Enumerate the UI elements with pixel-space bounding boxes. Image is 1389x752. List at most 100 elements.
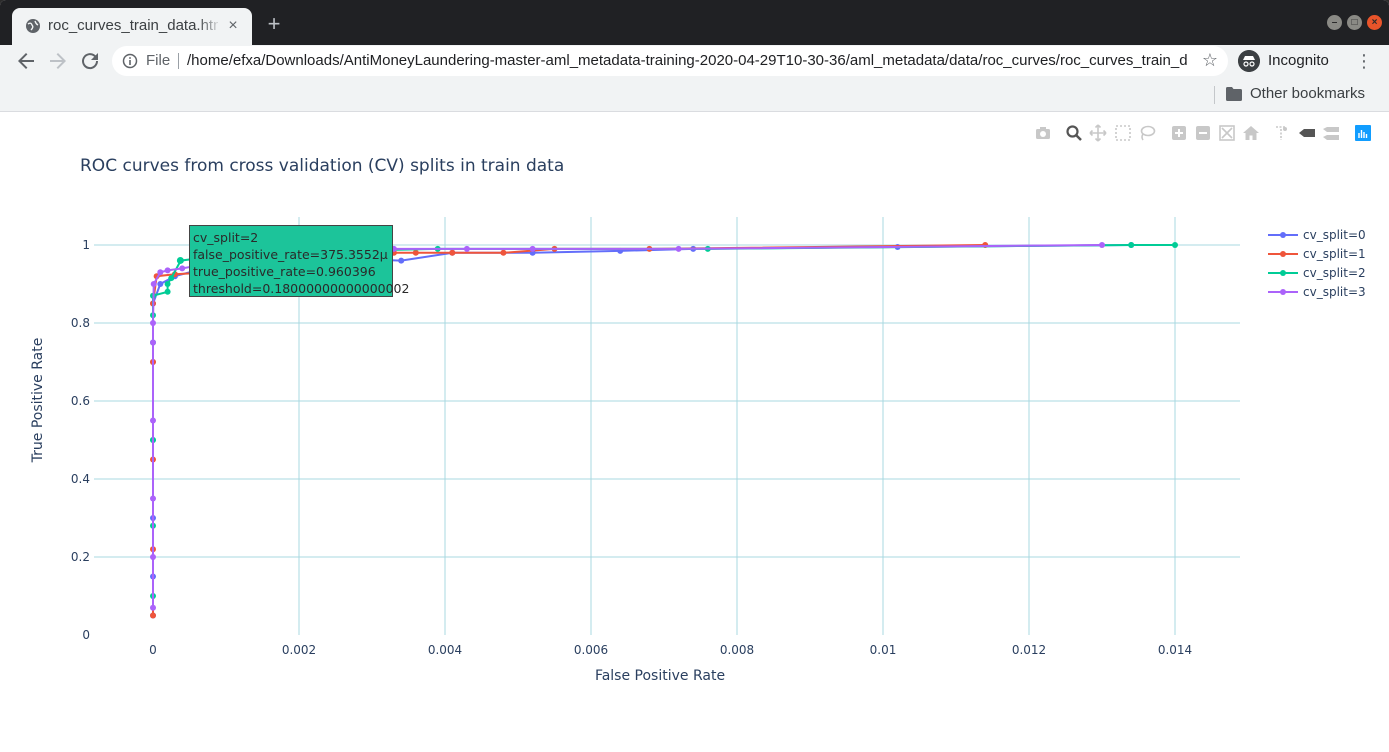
legend-swatch-marker (1280, 251, 1286, 257)
data-point (1128, 242, 1135, 248)
data-point (398, 257, 405, 264)
plotly-logo-icon[interactable] (1354, 124, 1372, 142)
page-content: ROC curves from cross validation (CV) sp… (0, 112, 1389, 752)
incognito-label: Incognito (1268, 52, 1329, 69)
forward-arrow-icon[interactable] (46, 49, 70, 73)
series-line-1 (152, 244, 986, 616)
url-text[interactable]: /home/efxa/Downloads/AntiMoneyLaundering… (187, 52, 1187, 69)
incognito-icon (1238, 50, 1260, 72)
pan-icon[interactable] (1089, 124, 1107, 142)
tooltip-threshold: threshold=0.18000000000000002 (193, 281, 410, 296)
data-point (157, 281, 164, 287)
y-tick-label: 0 (82, 628, 90, 642)
data-point (412, 249, 419, 256)
info-icon[interactable] (122, 53, 138, 69)
data-point (1172, 242, 1178, 248)
x-tick-label: 0.008 (720, 643, 754, 657)
legend-item-label: cv_split=2 (1303, 266, 1366, 280)
legend-swatch-marker (1280, 232, 1286, 238)
y-tick-label: 0.8 (71, 316, 90, 330)
browser-toolbar: File /home/efxa/Downloads/AntiMoneyLaund… (0, 45, 1389, 77)
autoscale-icon[interactable] (1218, 124, 1236, 142)
tooltip-fpr: false_positive_rate=375.3552µ (193, 247, 388, 262)
data-point (449, 249, 456, 256)
url-scheme-label: File (146, 52, 171, 69)
data-point (164, 267, 171, 274)
legend-item-label: cv_split=0 (1303, 228, 1366, 242)
x-tick-label: 0 (149, 643, 157, 657)
roc-plot[interactable]: 0 0.002 0.004 0.006 0.008 0.01 0.012 0.014 0 0.2 0… (0, 112, 1389, 752)
series-line-3 (152, 244, 1103, 608)
maximize-icon: □ (1351, 17, 1358, 28)
tooltip-tpr: true_positive_rate=0.960396 (193, 264, 376, 279)
minimize-button[interactable]: – (1327, 15, 1342, 30)
series-line-2 (152, 244, 1175, 596)
y-tick-label: 0.2 (71, 550, 90, 564)
home-icon[interactable] (1242, 124, 1260, 142)
x-tick-label: 0.002 (282, 643, 316, 657)
reload-icon[interactable] (78, 49, 102, 73)
tab-active[interactable]: roc_curves_train_data.html × (12, 8, 252, 45)
bookmark-star-icon[interactable]: ☆ (1201, 50, 1219, 70)
address-bar[interactable]: File /home/efxa/Downloads/AntiMoneyLaund… (112, 46, 1228, 76)
new-tab-button[interactable]: + (267, 11, 281, 36)
data-point (164, 288, 171, 295)
zoom-in-icon[interactable] (1170, 124, 1188, 142)
data-point (157, 269, 164, 276)
x-tick-label: 0.014 (1158, 643, 1192, 657)
globe-icon (26, 19, 40, 33)
data-point (463, 245, 470, 252)
tooltip-series: cv_split=2 (193, 230, 259, 245)
hover-tooltip: cv_split=2 false_positive_rate=375.3552µ… (189, 225, 410, 297)
tab-title-fade (198, 14, 222, 38)
x-tick-label: 0.01 (870, 643, 897, 657)
maximize-button[interactable]: □ (1347, 15, 1362, 30)
x-tick-label: 0.012 (1012, 643, 1046, 657)
lasso-select-icon[interactable] (1138, 124, 1156, 142)
spike-lines-icon[interactable] (1272, 124, 1290, 142)
data-point (164, 281, 171, 287)
legend-item-label: cv_split=1 (1303, 247, 1366, 261)
y-tick-label: 0.4 (71, 472, 90, 486)
folder-icon[interactable] (1226, 87, 1242, 101)
bookmarks-divider (1214, 86, 1215, 104)
legend-swatch-marker (1280, 270, 1286, 276)
x-tick-label: 0.006 (574, 643, 608, 657)
camera-icon[interactable] (1034, 124, 1052, 142)
data-point (179, 265, 186, 272)
data-point (150, 417, 156, 424)
chart-title: ROC curves from cross validation (CV) sp… (80, 156, 565, 176)
url-divider (178, 53, 179, 69)
series-line-0 (152, 244, 1132, 616)
data-point (150, 604, 156, 611)
data-point (150, 554, 156, 560)
close-window-button[interactable]: × (1367, 15, 1382, 30)
x-tick-label: 0.004 (428, 643, 462, 657)
zoom-icon[interactable] (1065, 124, 1083, 142)
data-point (150, 281, 157, 287)
zoom-out-icon[interactable] (1194, 124, 1212, 142)
box-select-icon[interactable] (1114, 124, 1132, 142)
other-bookmarks-link[interactable]: Other bookmarks (1250, 85, 1366, 102)
back-arrow-icon[interactable] (14, 49, 38, 73)
data-point (150, 320, 156, 326)
data-point (675, 245, 682, 252)
x-axis-label: False Positive Rate (594, 668, 726, 684)
data-point (150, 495, 156, 502)
tab-title: roc_curves_train_data.html (48, 17, 218, 34)
hover-closest-icon[interactable] (1298, 124, 1316, 142)
data-point (1099, 242, 1105, 248)
plot-modebar (1032, 124, 1377, 144)
incognito-profile-button[interactable]: Incognito (1236, 48, 1346, 74)
tab-close-icon[interactable]: × (228, 17, 238, 34)
tab-strip: roc_curves_train_data.html × + – □ × (0, 0, 1389, 45)
data-point (500, 249, 507, 256)
hovered-point (176, 256, 184, 264)
more-menu-icon[interactable]: ⋮ (1355, 51, 1373, 71)
legend-swatch-marker (1280, 289, 1286, 295)
minimize-icon: – (1331, 17, 1338, 28)
hover-compare-icon[interactable] (1322, 124, 1340, 142)
legend-item-label: cv_split=3 (1303, 285, 1366, 299)
data-point (150, 339, 156, 346)
